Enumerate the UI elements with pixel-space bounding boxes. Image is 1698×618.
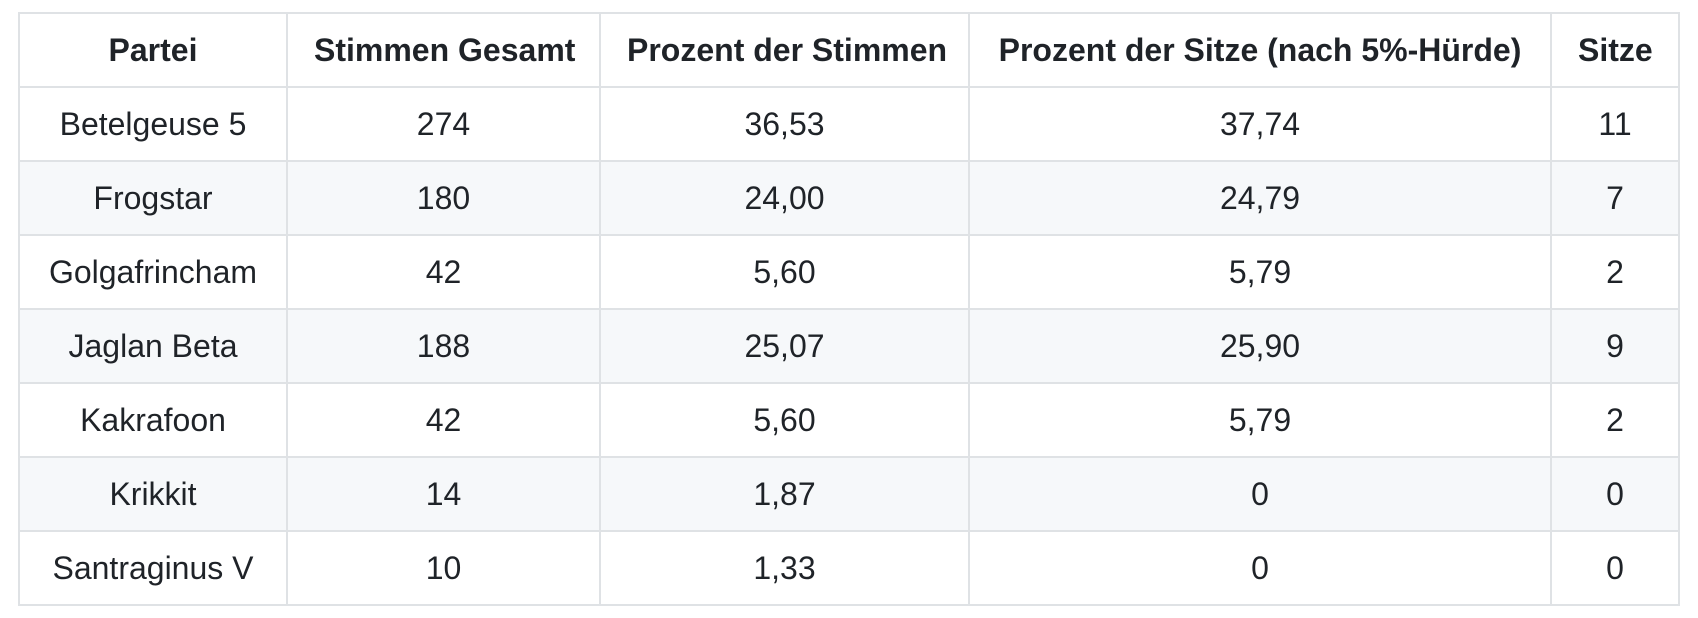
table-cell: 36,53: [599, 86, 970, 162]
table-cell: 0: [968, 530, 1552, 606]
table-cell: 9: [1550, 308, 1680, 384]
table-cell: 1,87: [599, 456, 970, 532]
table-row: Santraginus V 10 1,33 0 0: [18, 530, 1680, 606]
table-cell: 188: [286, 308, 601, 384]
column-header: Sitze: [1550, 12, 1680, 88]
table-cell: 24,00: [599, 160, 970, 236]
table-body: Betelgeuse 5 274 36,53 37,74 11 Frogstar 180 24…: [18, 86, 1680, 606]
table-cell: 14: [286, 456, 601, 532]
table-cell: 42: [286, 234, 601, 310]
table-row: Jaglan Beta 188 25,07 25,90 9: [18, 308, 1680, 384]
table-header-row: Partei Stimmen Gesamt Prozent der Stimmen P…: [18, 12, 1680, 88]
table-row: Betelgeuse 5 274 36,53 37,74 11: [18, 86, 1680, 162]
table-cell: 25,90: [968, 308, 1552, 384]
column-header: Stimmen Gesamt: [286, 12, 601, 88]
column-header: Prozent der Stimmen: [599, 12, 970, 88]
table-row: Frogstar 180 24,00 24,79 7: [18, 160, 1680, 236]
table-cell: 5,60: [599, 382, 970, 458]
table-cell: Betelgeuse 5: [18, 86, 288, 162]
column-header: Prozent der Sitze (nach 5%-Hürde): [968, 12, 1552, 88]
table-cell: 2: [1550, 234, 1680, 310]
table-cell: 5,60: [599, 234, 970, 310]
election-results-table: Partei Stimmen Gesamt Prozent der Stimmen P…: [18, 12, 1680, 606]
table-cell: 10: [286, 530, 601, 606]
table-cell: Kakrafoon: [18, 382, 288, 458]
table-cell: 180: [286, 160, 601, 236]
table-cell: Frogstar: [18, 160, 288, 236]
table-row: Krikkit 14 1,87 0 0: [18, 456, 1680, 532]
table-cell: 42: [286, 382, 601, 458]
table-cell: Golgafrincham: [18, 234, 288, 310]
table-cell: 1,33: [599, 530, 970, 606]
table-cell: 274: [286, 86, 601, 162]
table-cell: 24,79: [968, 160, 1552, 236]
table-cell: Santraginus V: [18, 530, 288, 606]
table-cell: 37,74: [968, 86, 1552, 162]
table-head: Partei Stimmen Gesamt Prozent der Stimmen P…: [18, 12, 1680, 88]
table-cell: 0: [968, 456, 1552, 532]
table-cell: 0: [1550, 456, 1680, 532]
column-header: Partei: [18, 12, 288, 88]
table-cell: Jaglan Beta: [18, 308, 288, 384]
table-cell: 2: [1550, 382, 1680, 458]
table-cell: 25,07: [599, 308, 970, 384]
table-cell: 5,79: [968, 234, 1552, 310]
table-cell: 0: [1550, 530, 1680, 606]
table-row: Kakrafoon 42 5,60 5,79 2: [18, 382, 1680, 458]
table-cell: 11: [1550, 86, 1680, 162]
table-row: Golgafrincham 42 5,60 5,79 2: [18, 234, 1680, 310]
table-cell: Krikkit: [18, 456, 288, 532]
table-cell: 7: [1550, 160, 1680, 236]
table-cell: 5,79: [968, 382, 1552, 458]
